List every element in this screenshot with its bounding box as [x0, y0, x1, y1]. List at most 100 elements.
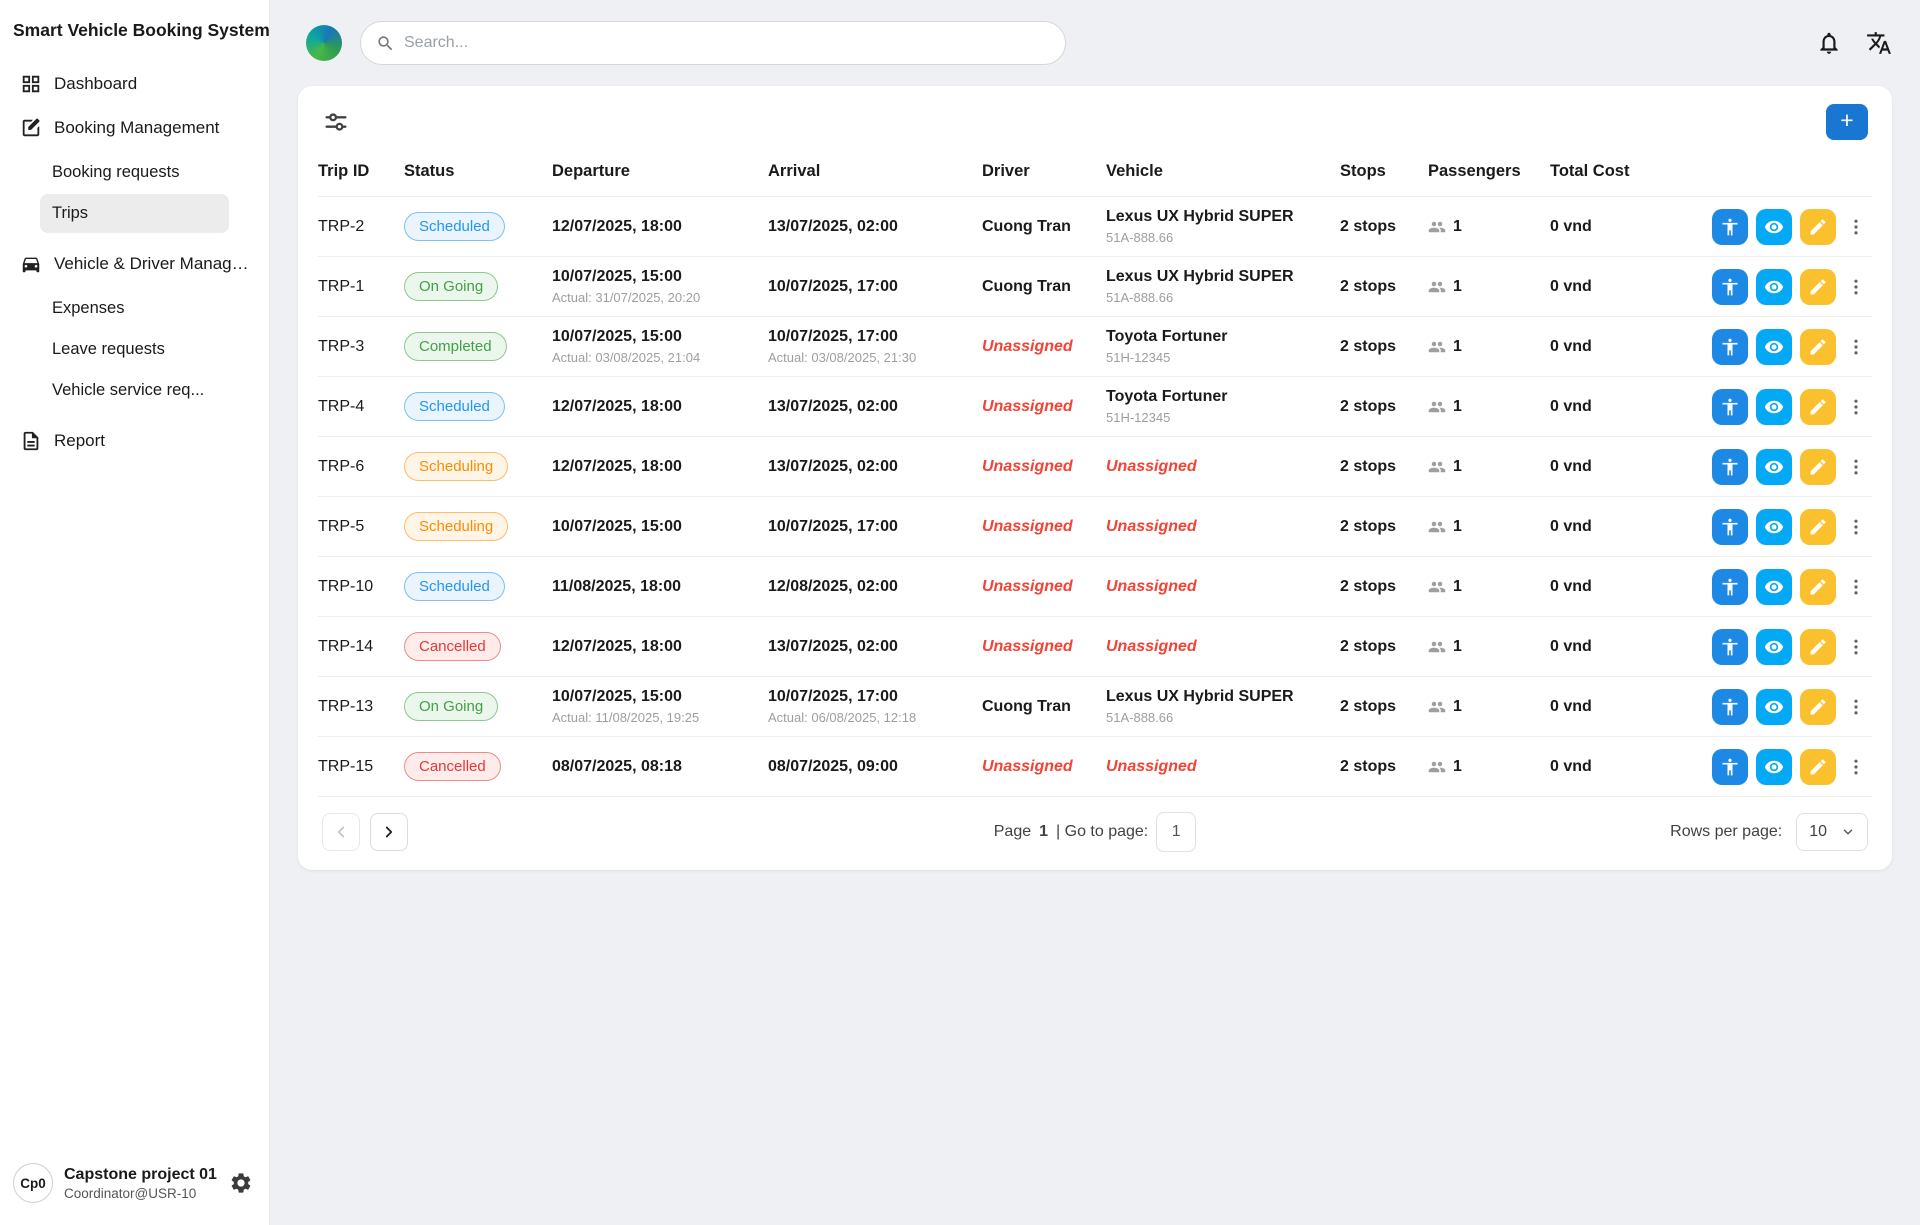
notifications-bell-icon[interactable]: [1816, 30, 1842, 56]
app-logo[interactable]: [306, 25, 342, 61]
car-icon: [20, 253, 42, 275]
more-vertical-dots-icon: [1854, 759, 1858, 774]
edit-trip-button[interactable]: [1800, 448, 1836, 485]
row-menu-button[interactable]: [1844, 209, 1868, 245]
view-trip-button[interactable]: [1756, 568, 1792, 605]
vehicle-name: Lexus UX Hybrid SUPER: [1106, 688, 1294, 706]
pencil-icon: [1810, 218, 1826, 234]
assign-driver-button[interactable]: [1712, 688, 1748, 725]
row-actions: [1700, 268, 1872, 305]
report-document-icon: [20, 430, 42, 452]
stops-cell: 2 stops: [1340, 517, 1397, 535]
row-menu-button[interactable]: [1844, 749, 1868, 785]
edit-trip-button[interactable]: [1800, 208, 1836, 245]
driver-name: Unassigned: [982, 577, 1073, 595]
assign-driver-button[interactable]: [1712, 268, 1748, 305]
driver-cell: Unassigned: [982, 337, 1106, 357]
total-cost-cell: 0 vnd: [1550, 277, 1592, 295]
status-cell: Scheduled: [404, 212, 552, 241]
rows-per-page-value: 10: [1809, 823, 1827, 840]
sidebar-item-expenses[interactable]: Expenses: [52, 299, 125, 317]
passengers-cell: 1: [1428, 698, 1550, 716]
assign-driver-button[interactable]: [1712, 508, 1748, 545]
sidebar-item-booking-requests[interactable]: Booking requests: [52, 163, 180, 181]
stops-cell: 2 stops: [1340, 757, 1397, 775]
edit-trip-button[interactable]: [1800, 748, 1836, 785]
total-cost-cell: 0 vnd: [1550, 397, 1592, 415]
row-menu-button[interactable]: [1844, 629, 1868, 665]
view-trip-button[interactable]: [1756, 628, 1792, 665]
goto-page-input[interactable]: [1156, 812, 1197, 852]
view-trip-button[interactable]: [1756, 748, 1792, 785]
edit-trip-button[interactable]: [1800, 508, 1836, 545]
page-label: Page: [993, 823, 1032, 840]
edit-trip-button[interactable]: [1800, 628, 1836, 665]
pencil-icon: [1810, 518, 1826, 534]
row-menu-button[interactable]: [1844, 449, 1868, 485]
row-menu-button[interactable]: [1844, 569, 1868, 605]
more-vertical-dots-icon: [1854, 219, 1858, 234]
assign-driver-button[interactable]: [1712, 328, 1748, 365]
stops-cell: 2 stops: [1340, 217, 1397, 235]
edit-trip-button[interactable]: [1800, 688, 1836, 725]
table-row: TRP-13 On Going 10/07/2025, 15:00 Actual…: [318, 676, 1872, 736]
prev-page-button[interactable]: [322, 813, 360, 851]
add-trip-button[interactable]: +: [1826, 104, 1868, 140]
passenger-count: 1: [1453, 637, 1462, 655]
arrival-cell: 13/07/2025, 02:00: [768, 637, 982, 657]
assign-driver-button[interactable]: [1712, 388, 1748, 425]
sidebar-item-booking-management[interactable]: Booking Management: [12, 107, 257, 149]
sidebar-item-leave-requests[interactable]: Leave requests: [52, 340, 165, 358]
eye-icon: [1764, 280, 1784, 293]
view-trip-button[interactable]: [1756, 448, 1792, 485]
view-trip-button[interactable]: [1756, 208, 1792, 245]
settings-gear-icon[interactable]: [229, 1171, 253, 1195]
filter-sliders-icon[interactable]: [322, 108, 350, 136]
row-actions: [1700, 448, 1872, 485]
row-menu-button[interactable]: [1844, 509, 1868, 545]
departure-actual-time: Actual: 11/08/2025, 19:25: [552, 710, 700, 726]
departure-cell: 10/07/2025, 15:00 Actual: 03/08/2025, 21…: [552, 327, 768, 366]
vehicle-name: Unassigned: [1106, 517, 1197, 535]
current-page-number: 1: [1039, 823, 1049, 840]
assign-driver-button[interactable]: [1712, 208, 1748, 245]
departure-time: 10/07/2025, 15:00: [552, 328, 682, 346]
sidebar-item-dashboard[interactable]: Dashboard: [12, 63, 257, 105]
view-trip-button[interactable]: [1756, 688, 1792, 725]
edit-trip-button[interactable]: [1800, 268, 1836, 305]
language-translate-icon[interactable]: [1866, 30, 1892, 56]
view-trip-button[interactable]: [1756, 508, 1792, 545]
edit-trip-button[interactable]: [1800, 388, 1836, 425]
edit-trip-button[interactable]: [1800, 328, 1836, 365]
edit-trip-button[interactable]: [1800, 568, 1836, 605]
driver-cell: Unassigned: [982, 757, 1106, 777]
trip-id-cell: TRP-3: [318, 337, 365, 355]
assign-driver-button[interactable]: [1712, 628, 1748, 665]
assign-driver-button[interactable]: [1712, 748, 1748, 785]
next-page-button[interactable]: [370, 813, 408, 851]
sidebar-item-report[interactable]: Report: [12, 420, 257, 462]
passenger-count: 1: [1453, 397, 1462, 415]
assign-driver-button[interactable]: [1712, 448, 1748, 485]
row-menu-button[interactable]: [1844, 389, 1868, 425]
assign-driver-button[interactable]: [1712, 568, 1748, 605]
sidebar-item-vehicle-service-requests[interactable]: Vehicle service req...: [52, 381, 205, 399]
row-menu-button[interactable]: [1844, 329, 1868, 365]
passengers-people-icon: [1428, 518, 1446, 536]
view-trip-button[interactable]: [1756, 328, 1792, 365]
departure-time: 12/07/2025, 18:00: [552, 457, 682, 475]
view-trip-button[interactable]: [1756, 268, 1792, 305]
search-input[interactable]: [404, 34, 1050, 52]
row-menu-button[interactable]: [1844, 689, 1868, 725]
column-header-status: Status: [404, 162, 455, 180]
sidebar-item-trips[interactable]: Trips: [40, 194, 229, 233]
view-trip-button[interactable]: [1756, 388, 1792, 425]
arrival-time: 10/07/2025, 17:00: [768, 277, 898, 295]
status-badge: Scheduling: [404, 452, 509, 481]
row-menu-button[interactable]: [1844, 269, 1868, 305]
rows-per-page-select[interactable]: 10: [1796, 813, 1868, 851]
column-header-stops: Stops: [1340, 162, 1386, 180]
sidebar-item-vehicle-driver-management[interactable]: Vehicle & Driver Manage...: [12, 243, 257, 285]
passengers-cell: 1: [1428, 458, 1550, 476]
